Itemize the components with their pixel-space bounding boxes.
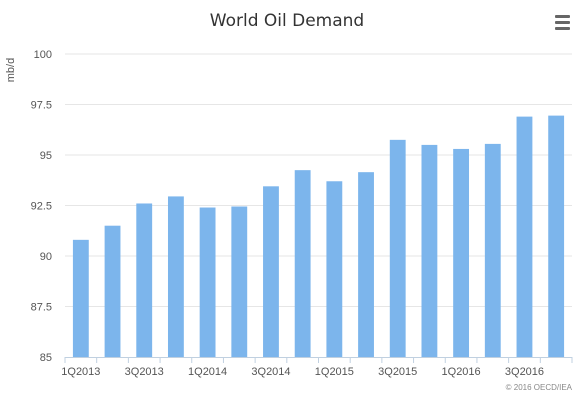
- credits: © 2016 OECD/IEA: [506, 383, 573, 392]
- bar-2Q2016: [484, 143, 501, 357]
- x-tick-label: 1Q2016: [442, 366, 481, 378]
- y-tick-label: 100: [34, 49, 52, 61]
- y-tick-label: 85: [40, 352, 52, 364]
- bar-1Q2016: [453, 148, 470, 357]
- bar-1Q2013: [72, 239, 89, 357]
- y-tick-label: 90: [40, 251, 52, 263]
- bar-1Q2015: [326, 181, 343, 357]
- x-tick-label: 1Q2013: [61, 366, 100, 378]
- y-tick-label: 92.5: [31, 201, 52, 213]
- bar-2Q2015: [358, 172, 374, 357]
- y-tick-label: 97.5: [31, 100, 52, 112]
- hamburger-menu-icon: [555, 15, 570, 30]
- bar-3Q2013: [136, 203, 153, 357]
- y-axis-ticks: 85 87.5 90 92.5 95 97.5 100: [31, 49, 52, 364]
- x-axis-ticks: 1Q2013 3Q2013 1Q2014 3Q2014 1Q2015 3Q2015 1Q20…: [61, 357, 573, 378]
- x-tick-label: 3Q2014: [251, 366, 290, 378]
- x-tick-label: 1Q2015: [315, 366, 354, 378]
- menu-button[interactable]: [548, 11, 572, 33]
- x-tick-label: 3Q2016: [505, 366, 544, 378]
- bar-1Q2014: [199, 207, 216, 357]
- x-tick-label: 3Q2015: [378, 366, 417, 378]
- bar-3Q2014: [263, 186, 279, 357]
- x-tick-label: 3Q2013: [125, 366, 164, 378]
- y-tick-label: 95: [40, 150, 52, 162]
- y-tick-label: 87.5: [31, 302, 52, 314]
- bar-3Q2015: [389, 139, 406, 357]
- y-axis-title: mb/d: [5, 58, 17, 82]
- bar-4Q2016: [548, 115, 565, 357]
- bar-4Q2015: [421, 144, 438, 357]
- x-tick-label: 1Q2014: [188, 366, 227, 378]
- bars: [72, 115, 565, 358]
- bar-2Q2013: [104, 225, 121, 357]
- bar-3Q2016: [516, 116, 533, 358]
- bar-4Q2014: [294, 170, 311, 357]
- bar-4Q2013: [167, 196, 184, 357]
- bar-2Q2014: [231, 206, 248, 357]
- chart-title: World Oil Demand: [210, 11, 364, 31]
